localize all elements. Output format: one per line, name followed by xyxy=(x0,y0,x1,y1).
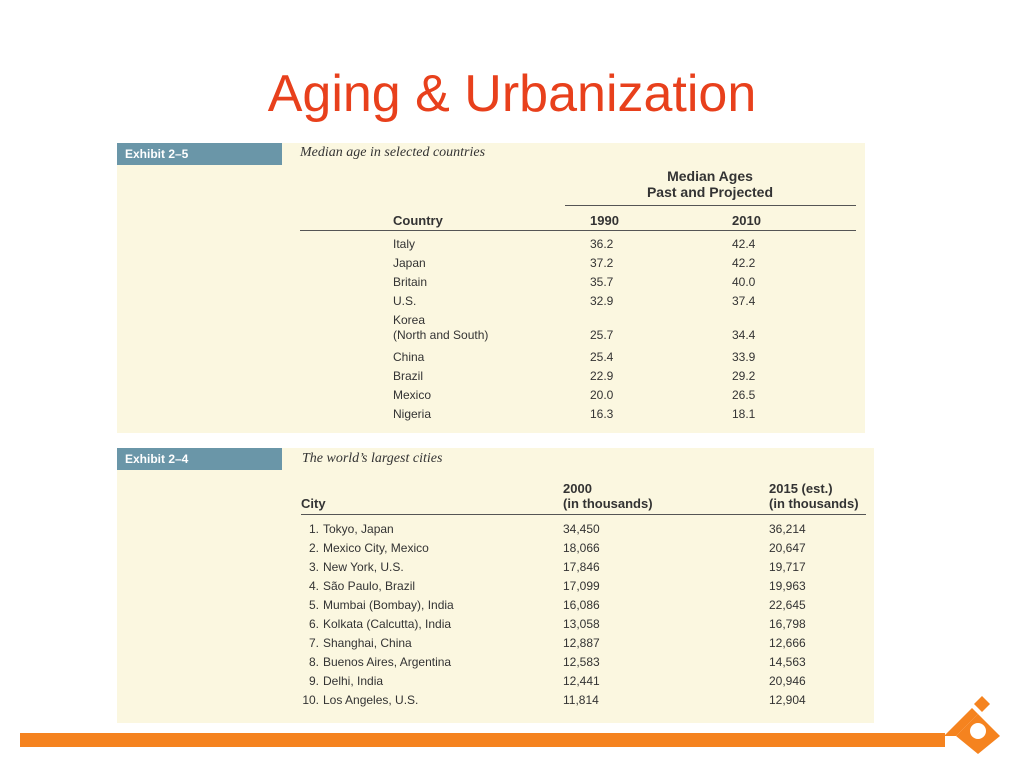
city-rank-cell: 4. xyxy=(308,579,319,593)
pop-2015-cell: 22,645 xyxy=(769,598,806,612)
value-2010-cell: 42.2 xyxy=(732,256,756,270)
exhibit-2-4-tag: Exhibit 2–4 xyxy=(117,448,282,470)
pop-2015-cell: 14,563 xyxy=(769,655,806,669)
pop-2000-cell: 16,086 xyxy=(563,598,600,612)
exhibit-2-4-caption: The world’s largest cities xyxy=(302,451,443,466)
value-1990-cell: 35.7 xyxy=(590,275,614,289)
city-name-cell: Tokyo, Japan xyxy=(323,522,394,536)
pop-2000-cell: 11,814 xyxy=(563,693,599,707)
city-rank-cell: 9. xyxy=(308,674,319,688)
value-1990-cell: 16.3 xyxy=(590,407,614,421)
value-2010-cell: 33.9 xyxy=(732,350,756,364)
value-2010-cell: 34.4 xyxy=(732,328,756,342)
exhibit-2-4-panel: Exhibit 2–4 The world’s largest cities C… xyxy=(117,448,874,723)
city-name-cell: São Paulo, Brazil xyxy=(323,579,416,593)
pop-2000-cell: 17,099 xyxy=(563,579,600,593)
value-1990-cell: 25.4 xyxy=(590,350,614,364)
city-rank-cell: 6. xyxy=(308,617,319,631)
pop-2015-cell: 12,904 xyxy=(769,693,806,707)
country-cell: Korea xyxy=(393,313,426,327)
value-2010-cell: 26.5 xyxy=(732,388,756,402)
cities-header-rule xyxy=(301,514,866,515)
col-header-2015-line2: (in thousands) xyxy=(769,496,859,511)
value-1990-cell: 20.0 xyxy=(590,388,614,402)
header-rule xyxy=(300,230,856,231)
city-rank-cell: 3. xyxy=(308,560,319,574)
exhibit-2-5-caption: Median age in selected countries xyxy=(300,145,486,160)
pop-2015-cell: 16,798 xyxy=(769,617,806,631)
col-header-country: Country xyxy=(393,213,443,228)
group-header-rule xyxy=(565,205,856,206)
country-cell-line2: (North and South) xyxy=(393,328,489,342)
col-header-2000-line1: 2000 xyxy=(563,481,592,496)
median-ages-header-line2: Past and Projected xyxy=(646,184,774,200)
city-name-cell: Buenos Aires, Argentina xyxy=(323,655,452,669)
col-header-2015-line1: 2015 (est.) xyxy=(769,481,833,496)
country-cell: China xyxy=(393,350,425,364)
value-2010-cell: 18.1 xyxy=(732,407,756,421)
value-2010-cell: 40.0 xyxy=(732,275,756,289)
col-header-2010: 2010 xyxy=(732,213,761,228)
country-cell: Japan xyxy=(393,256,426,270)
value-2010-cell: 29.2 xyxy=(732,369,756,383)
city-rank-cell: 2. xyxy=(308,541,319,555)
footer-orange-bar xyxy=(20,733,945,747)
value-1990-cell: 36.2 xyxy=(590,237,614,251)
pop-2015-cell: 36,214 xyxy=(769,522,806,536)
city-rank-cell: 5. xyxy=(308,598,319,612)
value-1990-cell: 32.9 xyxy=(590,294,614,308)
col-header-city: City xyxy=(301,496,326,511)
pop-2015-cell: 12,666 xyxy=(769,636,806,650)
value-1990-cell: 37.2 xyxy=(590,256,614,270)
slide-title: Aging & Urbanization xyxy=(267,65,757,123)
pop-2000-cell: 12,583 xyxy=(563,655,600,669)
pop-2015-cell: 19,963 xyxy=(769,579,806,593)
country-cell: Italy xyxy=(393,237,416,251)
city-name-cell: Shanghai, China xyxy=(323,636,412,650)
city-name-cell: Mumbai (Bombay), India xyxy=(323,598,454,612)
city-name-cell: Los Angeles, U.S. xyxy=(323,693,419,707)
value-2010-cell: 37.4 xyxy=(732,294,756,308)
city-rank-cell: 7. xyxy=(308,636,319,650)
value-1990-cell: 25.7 xyxy=(590,328,614,342)
country-cell: U.S. xyxy=(393,294,417,308)
pop-2000-cell: 34,450 xyxy=(563,522,600,536)
country-cell: Mexico xyxy=(393,388,432,402)
pop-2015-cell: 19,717 xyxy=(769,560,806,574)
median-ages-header-line1: Median Ages xyxy=(667,168,753,184)
col-header-2000-line2: (in thousands) xyxy=(563,496,653,511)
orange-diamond-logo-icon xyxy=(944,696,1000,754)
exhibit-2-5-panel: Exhibit 2–5 Median age in selected count… xyxy=(117,143,865,433)
col-header-1990: 1990 xyxy=(590,213,619,228)
value-1990-cell: 22.9 xyxy=(590,369,614,383)
country-cell: Nigeria xyxy=(393,407,432,421)
city-rank-cell: 10. xyxy=(302,693,319,707)
pop-2015-cell: 20,946 xyxy=(769,674,806,688)
city-rank-cell: 8. xyxy=(308,655,319,669)
city-name-cell: New York, U.S. xyxy=(323,560,404,574)
value-2010-cell: 42.4 xyxy=(732,237,756,251)
country-cell: Brazil xyxy=(393,369,424,383)
pop-2000-cell: 12,887 xyxy=(563,636,600,650)
city-name-cell: Kolkata (Calcutta), India xyxy=(323,617,452,631)
city-name-cell: Mexico City, Mexico xyxy=(323,541,429,555)
city-name-cell: Delhi, India xyxy=(323,674,384,688)
pop-2000-cell: 18,066 xyxy=(563,541,600,555)
pop-2000-cell: 17,846 xyxy=(563,560,600,574)
pop-2000-cell: 13,058 xyxy=(563,617,600,631)
city-rank-cell: 1. xyxy=(308,522,319,536)
pop-2015-cell: 20,647 xyxy=(769,541,806,555)
exhibit-2-5-tag: Exhibit 2–5 xyxy=(117,143,282,165)
country-cell: Britain xyxy=(393,275,428,289)
pop-2000-cell: 12,441 xyxy=(563,674,600,688)
